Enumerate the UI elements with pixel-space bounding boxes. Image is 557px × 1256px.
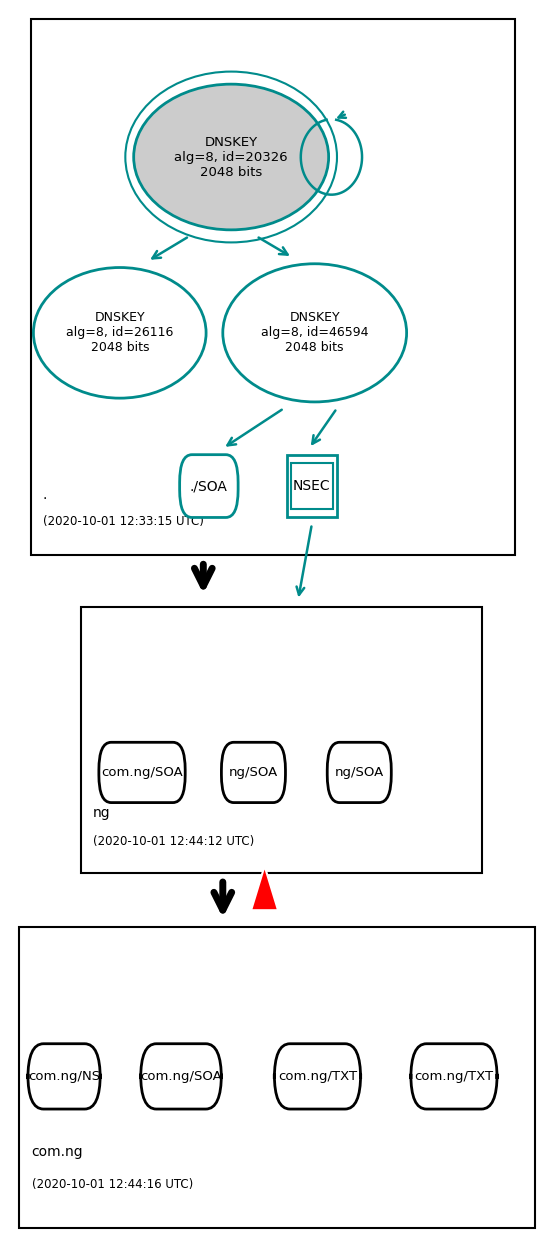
Text: DNSKEY
alg=8, id=20326
2048 bits: DNSKEY alg=8, id=20326 2048 bits — [174, 136, 288, 178]
Text: ./SOA: ./SOA — [190, 479, 228, 494]
FancyBboxPatch shape — [141, 1044, 221, 1109]
Polygon shape — [251, 867, 278, 911]
Text: com.ng/TXT: com.ng/TXT — [414, 1070, 494, 1083]
Text: .: . — [43, 489, 47, 502]
FancyBboxPatch shape — [287, 455, 337, 517]
Text: com.ng/NS: com.ng/NS — [28, 1070, 100, 1083]
Text: (2020-10-01 12:44:16 UTC): (2020-10-01 12:44:16 UTC) — [32, 1178, 193, 1191]
FancyBboxPatch shape — [179, 455, 238, 517]
FancyBboxPatch shape — [31, 19, 515, 555]
FancyBboxPatch shape — [81, 607, 482, 873]
FancyBboxPatch shape — [99, 742, 185, 803]
Text: !: ! — [262, 888, 267, 902]
FancyBboxPatch shape — [328, 742, 391, 803]
FancyBboxPatch shape — [411, 1044, 497, 1109]
Text: com.ng/SOA: com.ng/SOA — [101, 766, 183, 779]
Text: (2020-10-01 12:33:15 UTC): (2020-10-01 12:33:15 UTC) — [43, 515, 204, 528]
Text: DNSKEY
alg=8, id=46594
2048 bits: DNSKEY alg=8, id=46594 2048 bits — [261, 311, 368, 354]
FancyBboxPatch shape — [19, 927, 535, 1228]
Ellipse shape — [33, 268, 206, 398]
FancyBboxPatch shape — [274, 1044, 361, 1109]
Text: com.ng: com.ng — [32, 1145, 84, 1159]
Text: ng: ng — [93, 806, 111, 820]
Text: com.ng/SOA: com.ng/SOA — [140, 1070, 222, 1083]
Text: ng/SOA: ng/SOA — [335, 766, 384, 779]
Text: NSEC: NSEC — [293, 479, 331, 494]
Text: DNSKEY
alg=8, id=26116
2048 bits: DNSKEY alg=8, id=26116 2048 bits — [66, 311, 173, 354]
Text: (2020-10-01 12:44:12 UTC): (2020-10-01 12:44:12 UTC) — [93, 835, 254, 848]
FancyBboxPatch shape — [222, 742, 286, 803]
FancyBboxPatch shape — [28, 1044, 100, 1109]
Text: com.ng/TXT: com.ng/TXT — [278, 1070, 357, 1083]
Ellipse shape — [223, 264, 407, 402]
Text: ng/SOA: ng/SOA — [229, 766, 278, 779]
Ellipse shape — [134, 84, 329, 230]
